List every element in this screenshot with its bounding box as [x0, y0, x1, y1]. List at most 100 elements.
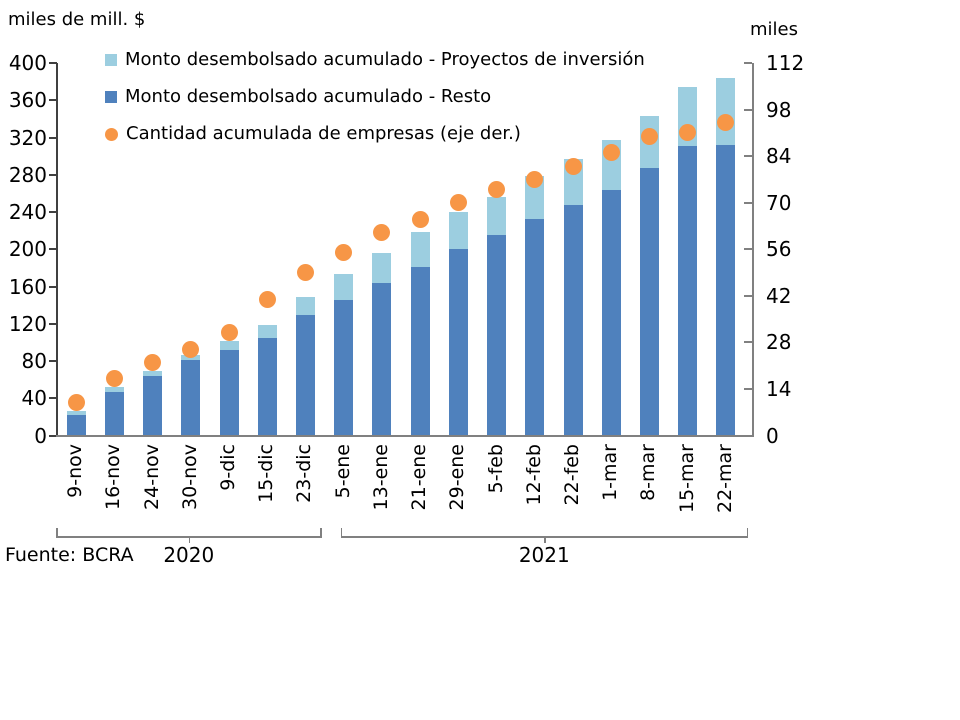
bar-segment-resto [181, 360, 201, 436]
empresas-dot [717, 114, 735, 132]
bar-segment-resto [563, 204, 583, 436]
left-axis-tick-label: 120 [8, 311, 47, 336]
right-axis-tick-label: 56 [766, 237, 792, 262]
left-axis-tick [49, 99, 57, 102]
right-axis-tick [744, 201, 752, 204]
year-label: 2020 [163, 543, 215, 567]
bar-segment-proyectos [219, 341, 239, 350]
right-axis-tick [744, 294, 752, 297]
year-bracket-end-tick [56, 528, 58, 536]
x-axis-label: 9-dic [217, 444, 239, 491]
bar-segment-resto [410, 266, 430, 436]
left-axis-tick [49, 248, 57, 251]
empresas-dot [335, 244, 353, 262]
empresas-dot [67, 393, 85, 411]
x-axis-label: 5-ene [331, 444, 354, 499]
x-axis-label: 23-dic [293, 444, 316, 503]
empresas-dot [220, 323, 238, 341]
left-axis-tick [49, 360, 57, 362]
left-axis-tick [49, 322, 57, 325]
bar-segment-proyectos [334, 274, 354, 300]
bar-segment-resto [104, 391, 124, 436]
bar-segment-resto [601, 189, 621, 436]
left-axis-tick-label: 160 [8, 274, 47, 299]
x-axis-label: 15-dic [255, 444, 278, 503]
x-axis-label: 30-nov [178, 444, 201, 510]
right-axis-tick [744, 248, 752, 251]
left-axis-tick-label: 200 [8, 237, 47, 262]
bar-segment-proyectos [104, 387, 124, 392]
bar-segment-proyectos [372, 252, 392, 283]
bar-segment-proyectos [295, 296, 315, 316]
empresas-dot [564, 157, 582, 175]
bar-segment-proyectos [487, 197, 507, 236]
year-bracket-end-tick [340, 528, 343, 536]
year-bracket-center-tick [544, 536, 546, 543]
x-axis-label: 12-feb [522, 444, 545, 506]
right-axis-tick [744, 108, 752, 111]
left-axis-tick [49, 397, 57, 400]
left-axis-tick [49, 173, 57, 176]
x-axis-label: 29-ene [446, 444, 469, 511]
left-axis-tick [49, 434, 57, 437]
bar-segment-proyectos [410, 232, 430, 267]
left-axis-tick [49, 285, 57, 288]
legend-item: Cantidad acumulada de empresas (eje der.… [105, 123, 521, 145]
bar-segment-proyectos [716, 77, 736, 145]
bar-segment-resto [257, 337, 277, 436]
bar-segment-proyectos [257, 324, 277, 338]
left-axis-tick [49, 136, 57, 139]
empresas-dot [105, 370, 123, 388]
left-axis-tick-label: 400 [8, 51, 47, 75]
x-axis-label: 24-nov [140, 444, 163, 510]
year-bracket-end-tick [320, 528, 322, 536]
x-axis-label: 1-mar [599, 444, 622, 501]
left-axis-tick [49, 62, 57, 64]
bar-segment-proyectos [181, 355, 201, 361]
bar-segment-proyectos [66, 411, 86, 415]
empresas-dot [258, 290, 276, 308]
bar-segment-resto [639, 168, 659, 436]
x-axis-label: 13-ene [369, 444, 392, 511]
right-axis-tick [744, 155, 752, 158]
empresas-dot [679, 124, 697, 142]
x-axis-label: 16-nov [102, 444, 125, 510]
bar-segment-resto [66, 415, 86, 436]
right-axis-tick-label: 14 [766, 376, 792, 401]
empresas-dot [449, 194, 467, 212]
empresas-dot [526, 170, 544, 188]
right-axis-tick [744, 62, 752, 64]
empresas-dot [602, 144, 620, 162]
legend-item-label: Cantidad acumulada de empresas (eje der.… [126, 123, 521, 144]
right-axis-tick-label: 42 [766, 283, 792, 308]
left-axis-tick-label: 0 [34, 423, 47, 448]
left-axis-tick [49, 211, 57, 213]
source-note: Fuente: BCRA [5, 544, 134, 566]
empresas-dot [373, 224, 391, 242]
left-axis-tick-label: 320 [8, 125, 47, 150]
bottom-axis-line [55, 434, 754, 437]
bar-segment-proyectos [448, 212, 468, 250]
left-axis-tick-label: 80 [21, 349, 47, 373]
left-axis-title: miles de mill. $ [8, 9, 146, 30]
left-axis-tick-label: 360 [8, 88, 47, 113]
bar-segment-resto [487, 235, 507, 436]
x-axis-label: 9-nov [64, 444, 87, 498]
x-axis-label: 21-ene [408, 444, 431, 511]
x-axis-label: 22-mar [713, 444, 736, 513]
bar-segment-resto [219, 349, 239, 436]
year-bracket-end-tick [746, 528, 748, 536]
legend-item: Monto desembolsado acumulado - Resto [105, 86, 491, 108]
right-axis-tick-label: 112 [766, 51, 805, 75]
x-axis-label: 22-feb [561, 444, 583, 506]
empresas-dot [182, 340, 200, 358]
legend-item-label: Monto desembolsado acumulado - Resto [125, 86, 492, 107]
left-axis-tick-label: 40 [21, 386, 47, 411]
bar-segment-resto [448, 249, 468, 436]
empresas-dot [411, 210, 429, 228]
right-axis-tick-label: 28 [766, 330, 792, 355]
right-axis-tick [744, 341, 752, 344]
legend-square-marker-icon [105, 54, 117, 66]
bar-segment-resto [372, 282, 392, 436]
